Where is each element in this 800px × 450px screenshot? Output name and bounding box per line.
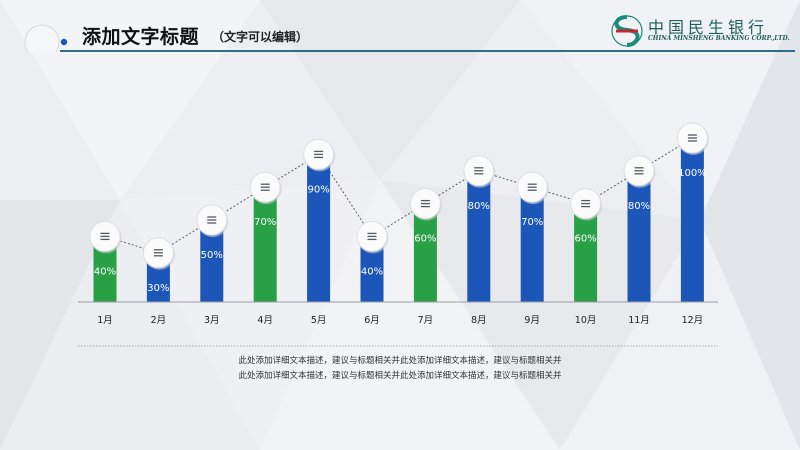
bar-4月 xyxy=(253,187,277,302)
header-decoration xyxy=(24,24,68,52)
title-rule xyxy=(60,50,795,52)
logo-name-en: CHINA MINSHENG BANKING CORP.,LTD. xyxy=(648,35,790,42)
page-subtitle: （文字可以编辑） xyxy=(212,30,309,44)
menu-lines-icon xyxy=(570,188,603,221)
bar-8月 xyxy=(467,170,491,302)
bar-9月 xyxy=(520,187,544,302)
bars xyxy=(93,138,704,302)
value-label: 50% xyxy=(201,250,223,261)
x-tick-label: 8月 xyxy=(471,315,487,326)
value-labels: 40% 30% 50% 70% 90% 40% 60% 80% 70% 60% 80% 100% xyxy=(94,168,707,294)
menu-lines-icon xyxy=(623,155,656,188)
menu-lines-icon xyxy=(303,138,336,172)
bar-7月 xyxy=(413,203,437,302)
menu-lines-icon xyxy=(676,122,709,155)
menu-lines-icon xyxy=(356,220,389,254)
bank-logo: 中国民生银行 CHINA MINSHENG BANKING CORP.,LTD. xyxy=(610,14,795,48)
trend-connector xyxy=(104,137,693,254)
value-label: 30% xyxy=(147,283,169,294)
menu-lines-icon xyxy=(196,204,229,237)
minsheng-logo-icon xyxy=(611,15,643,47)
x-tick-label: 9月 xyxy=(524,315,540,326)
value-label: 70% xyxy=(254,217,276,228)
description-line-2: 此处添加详细文本描述，建议与标题相关并此处添加详细文本描述，建议与标题相关并 xyxy=(238,371,562,381)
x-tick-labels: 1月 2月 3月 4月 5月 6月 7月 8月 9月 10月 11月 12月 xyxy=(97,315,703,326)
x-tick-label: 3月 xyxy=(204,315,220,326)
menu-lines-icon xyxy=(142,237,175,270)
page-title: 添加文字标题 xyxy=(82,26,200,48)
logo-name-cn: 中国民生银行 xyxy=(648,18,769,37)
value-label: 40% xyxy=(94,266,116,277)
menu-lines-icon xyxy=(409,188,442,221)
menu-lines-icon xyxy=(249,171,282,205)
bar-3月 xyxy=(200,220,224,302)
trend-line xyxy=(104,137,693,254)
x-tick-label: 7月 xyxy=(418,315,434,326)
value-label: 90% xyxy=(307,184,329,195)
value-label: 100% xyxy=(678,168,707,179)
value-label: 40% xyxy=(361,266,383,277)
description-line-1: 此处添加详细文本描述，建议与标题相关并此处添加详细文本描述，建议与标题相关并 xyxy=(238,356,562,366)
menu-lines-icon xyxy=(89,220,122,254)
bar-1月 xyxy=(93,236,117,302)
bar-10月 xyxy=(574,203,598,302)
value-label: 70% xyxy=(521,217,543,228)
x-tick-label: 12月 xyxy=(682,315,704,326)
x-tick-label: 1月 xyxy=(97,315,113,326)
menu-lines-icon xyxy=(516,171,549,205)
value-label: 80% xyxy=(468,201,490,212)
bar-12月 xyxy=(680,138,704,302)
x-tick-label: 2月 xyxy=(151,315,167,326)
bar-6月 xyxy=(360,236,384,302)
x-tick-label: 10月 xyxy=(575,315,597,326)
bar-5月 xyxy=(307,154,331,302)
value-label: 60% xyxy=(414,234,436,245)
x-tick-label: 6月 xyxy=(364,315,380,326)
menu-lines-icon xyxy=(463,155,496,188)
x-tick-label: 5月 xyxy=(311,315,327,326)
x-tick-label: 11月 xyxy=(628,315,650,326)
x-tick-label: 4月 xyxy=(257,315,273,326)
header: 添加文字标题 （文字可以编辑） 中国民生银行 CHINA MINSHENG BA… xyxy=(0,0,800,52)
value-label: 80% xyxy=(628,201,650,212)
bar-11月 xyxy=(627,170,651,302)
value-label: 60% xyxy=(574,234,596,245)
markers xyxy=(89,122,709,270)
